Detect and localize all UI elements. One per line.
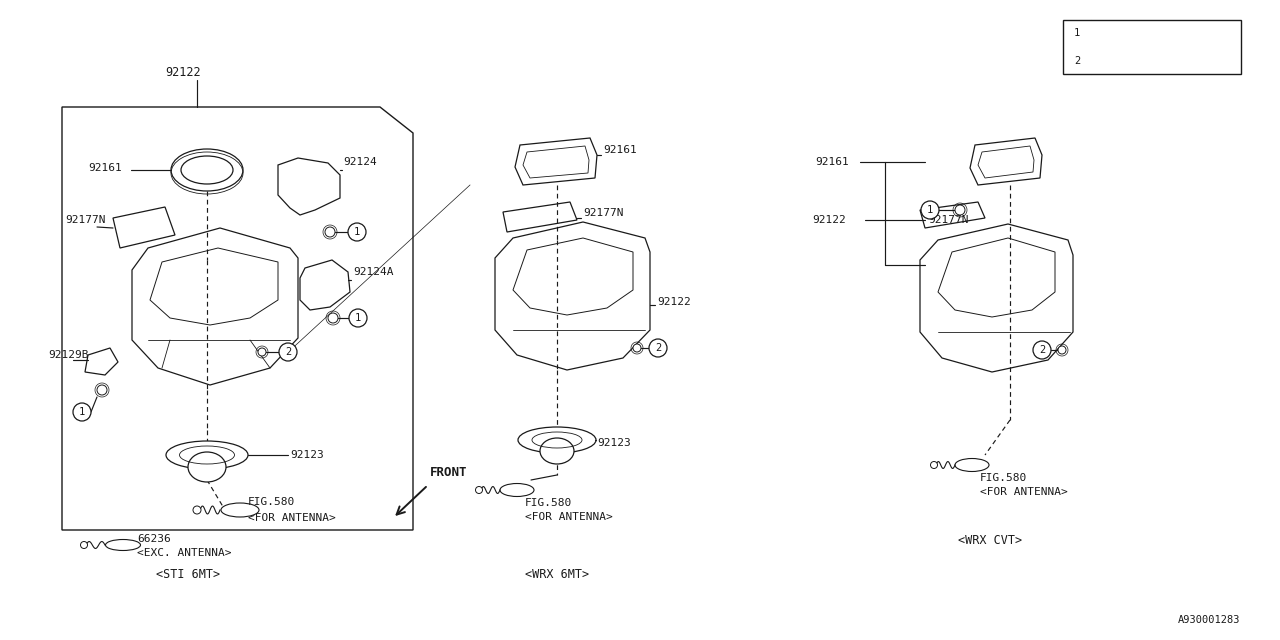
Circle shape xyxy=(73,403,91,421)
Ellipse shape xyxy=(105,540,141,550)
Text: 92161: 92161 xyxy=(815,157,849,167)
Text: A930001283: A930001283 xyxy=(1178,615,1240,625)
Text: 92122: 92122 xyxy=(812,215,846,225)
Ellipse shape xyxy=(500,483,534,497)
Text: 92123: 92123 xyxy=(291,450,324,460)
Circle shape xyxy=(325,227,335,237)
Text: 92177N: 92177N xyxy=(582,208,623,218)
Text: 92124: 92124 xyxy=(343,157,376,167)
Circle shape xyxy=(328,313,338,323)
Circle shape xyxy=(931,461,937,468)
Text: 92124A: 92124A xyxy=(353,267,393,277)
Text: FIG.580: FIG.580 xyxy=(980,473,1028,483)
Text: 92177N: 92177N xyxy=(928,215,969,225)
Text: <STI 6MT>: <STI 6MT> xyxy=(156,568,220,582)
Ellipse shape xyxy=(180,156,233,184)
Text: 92161: 92161 xyxy=(88,163,122,173)
Ellipse shape xyxy=(518,427,596,453)
Text: Q500031: Q500031 xyxy=(1098,27,1151,40)
Text: 1: 1 xyxy=(79,407,86,417)
Ellipse shape xyxy=(540,438,573,464)
Text: FRONT: FRONT xyxy=(430,465,467,479)
Ellipse shape xyxy=(221,503,259,517)
Text: 1: 1 xyxy=(355,313,361,323)
Circle shape xyxy=(922,201,940,219)
Text: 92161: 92161 xyxy=(603,145,636,155)
Text: 92177N: 92177N xyxy=(65,215,105,225)
Text: FIG.580: FIG.580 xyxy=(248,497,296,507)
Text: 1: 1 xyxy=(927,205,933,215)
Ellipse shape xyxy=(166,441,248,469)
Circle shape xyxy=(193,506,201,514)
Text: <EXC. ANTENNA>: <EXC. ANTENNA> xyxy=(137,548,232,558)
Circle shape xyxy=(649,339,667,357)
Circle shape xyxy=(97,385,108,395)
Circle shape xyxy=(955,205,965,215)
Circle shape xyxy=(475,486,483,493)
Circle shape xyxy=(1068,51,1085,70)
Text: <FOR ANTENNA>: <FOR ANTENNA> xyxy=(248,513,335,523)
Text: 1: 1 xyxy=(1074,29,1080,38)
Circle shape xyxy=(81,541,87,548)
Circle shape xyxy=(1033,341,1051,359)
Ellipse shape xyxy=(172,149,243,191)
Text: <FOR ANTENNA>: <FOR ANTENNA> xyxy=(525,512,613,522)
Circle shape xyxy=(634,344,641,352)
Ellipse shape xyxy=(955,458,989,472)
Text: 2: 2 xyxy=(1039,345,1046,355)
Circle shape xyxy=(348,223,366,241)
Text: 1: 1 xyxy=(353,227,360,237)
Bar xyxy=(1062,20,1242,74)
Text: W130092: W130092 xyxy=(1098,54,1151,67)
Text: 2: 2 xyxy=(1074,56,1080,65)
Circle shape xyxy=(1059,346,1066,354)
Text: 2: 2 xyxy=(655,343,662,353)
Text: <FOR ANTENNA>: <FOR ANTENNA> xyxy=(980,487,1068,497)
Circle shape xyxy=(259,348,266,356)
Text: 92123: 92123 xyxy=(596,438,631,448)
Circle shape xyxy=(1068,24,1085,42)
Text: 92122: 92122 xyxy=(657,297,691,307)
Text: 66236: 66236 xyxy=(137,534,170,544)
Text: <WRX 6MT>: <WRX 6MT> xyxy=(525,568,589,582)
Text: 92122: 92122 xyxy=(165,65,201,79)
Text: 92129B: 92129B xyxy=(49,350,88,360)
Text: 2: 2 xyxy=(285,347,291,357)
Text: FIG.580: FIG.580 xyxy=(525,498,572,508)
Text: <WRX CVT>: <WRX CVT> xyxy=(957,534,1021,547)
Ellipse shape xyxy=(188,452,227,482)
Circle shape xyxy=(349,309,367,327)
Circle shape xyxy=(279,343,297,361)
